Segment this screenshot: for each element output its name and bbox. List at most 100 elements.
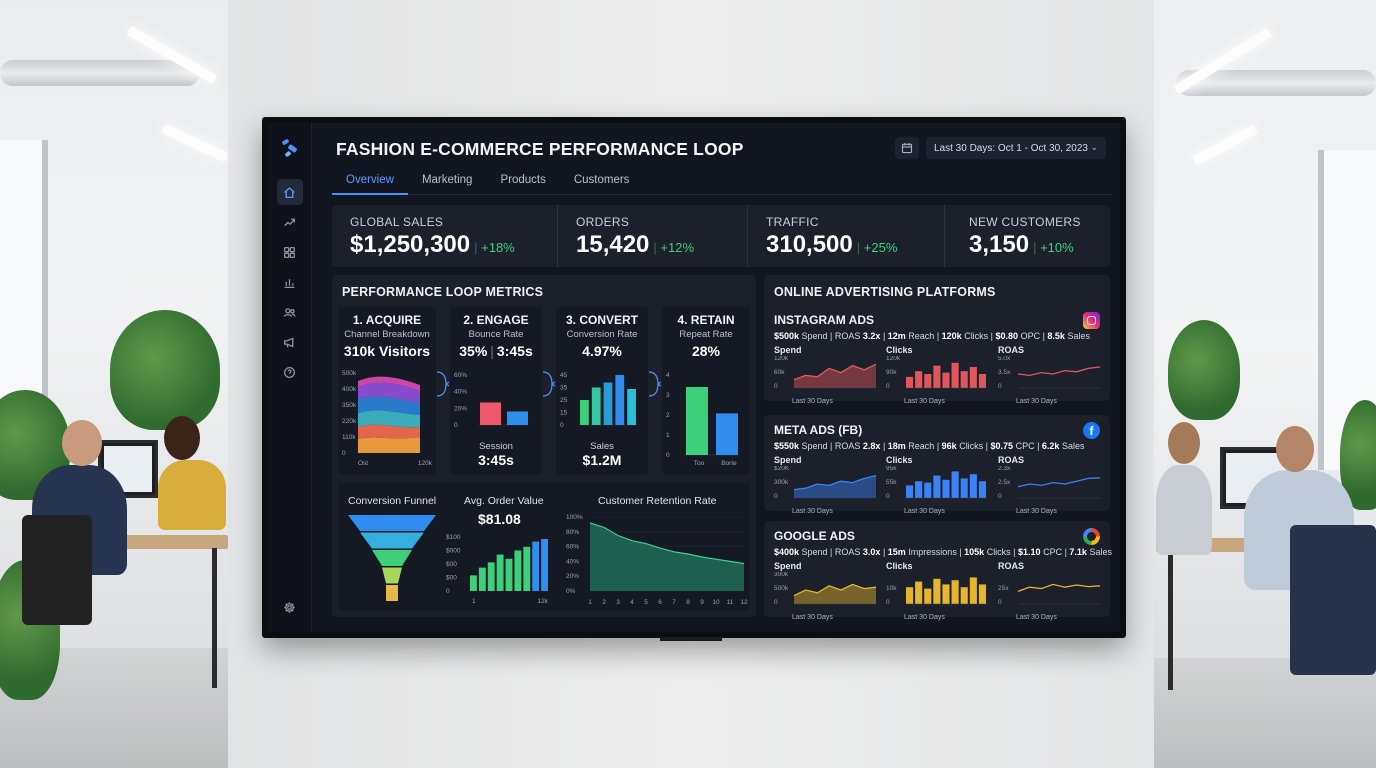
kpi-value: 310,500 +25% bbox=[766, 231, 944, 259]
stage-acquire[interactable]: 1. ACQUIRE Channel Breakdown 310k Visito… bbox=[338, 307, 436, 475]
panel-title: ONLINE ADVERTISING PLATFORMS bbox=[774, 285, 996, 299]
stage-title: 4. RETAIN bbox=[677, 313, 735, 327]
ad-platform-name: META ADS (FB) bbox=[774, 423, 863, 437]
ad-card-instagram[interactable]: INSTAGRAM ADS $500k Spend | ROAS 3.2x | 1… bbox=[764, 301, 1110, 405]
loop-arrow-icon bbox=[436, 370, 450, 398]
y-tick-label: 40% bbox=[566, 558, 579, 565]
nav-modules[interactable] bbox=[277, 239, 303, 265]
y-tick-label: 0 bbox=[454, 422, 458, 429]
y-tick-label: 500k bbox=[774, 585, 789, 592]
nav-customers[interactable] bbox=[277, 299, 303, 325]
metric-label: Spend bbox=[774, 345, 802, 355]
chair bbox=[1290, 525, 1376, 675]
kpi-change: +10% bbox=[1033, 240, 1074, 255]
calendar-button[interactable] bbox=[895, 137, 919, 159]
person-head bbox=[62, 420, 102, 466]
y-tick-label: 0% bbox=[566, 588, 576, 595]
metric-period: Last 30 Days bbox=[792, 398, 833, 405]
stat-label: Spend | ROAS bbox=[799, 331, 863, 341]
metric-clicks[interactable]: Clicks 10k 0 Last 30 Days bbox=[886, 561, 994, 621]
metric-clicks[interactable]: Clicks 120k 90k 0 Last 30 Days bbox=[886, 345, 994, 405]
y-tick-label: 100% bbox=[566, 514, 583, 521]
y-tick-label: $00 bbox=[446, 561, 457, 568]
calendar-icon bbox=[901, 143, 913, 154]
google-icon[interactable] bbox=[1083, 528, 1100, 545]
metric-line bbox=[1017, 477, 1101, 488]
x-tick-label: 10 bbox=[712, 599, 720, 606]
nav-home[interactable] bbox=[276, 179, 303, 205]
ad-card-facebook[interactable]: META ADS (FB) $550k Spend | ROAS 2.8x | 1… bbox=[764, 415, 1110, 515]
person bbox=[158, 460, 226, 530]
plant bbox=[1168, 320, 1240, 420]
kpi-orders: ORDERS 15,420+12% bbox=[558, 205, 748, 267]
nav-trends[interactable] bbox=[277, 209, 303, 235]
metric-sparkline: 2.3x 2.5x 0 bbox=[998, 466, 1101, 500]
metric-roas[interactable]: ROAS 5.0x 3.5x 0 Last 30 Days bbox=[998, 345, 1106, 405]
y-tick-label: 0 bbox=[998, 493, 1002, 500]
tab-products[interactable]: Products bbox=[500, 174, 546, 186]
metric-spend[interactable]: Spend 120k 60k 0 Last 30 Days bbox=[774, 345, 882, 405]
nav-settings[interactable] bbox=[277, 594, 303, 620]
y-tick-label: 120k bbox=[886, 356, 901, 362]
stat-label: Spend | ROAS bbox=[799, 547, 863, 557]
metric-sparkline: 5.0x 3.5x 0 bbox=[998, 356, 1101, 390]
facebook-icon[interactable]: f bbox=[1083, 422, 1100, 439]
channel-area-3 bbox=[358, 410, 420, 428]
stage-subtitle: Conversion Rate bbox=[566, 329, 638, 340]
date-range-select[interactable]: Last 30 Days: Oct 1 - Oct 30, 2023 ⌄ bbox=[926, 137, 1106, 159]
x-tick-label: 12 bbox=[740, 599, 748, 606]
metric-bar bbox=[915, 371, 923, 388]
stat-label: CPC | bbox=[1013, 441, 1042, 451]
value-separator: | bbox=[490, 343, 494, 359]
metric-spend[interactable]: Spend 300k 500k 0 Last 30 Days bbox=[774, 561, 882, 621]
stat-label: OPC | bbox=[1018, 331, 1048, 341]
air-duct-left bbox=[0, 60, 200, 86]
instagram-icon[interactable] bbox=[1083, 312, 1100, 329]
stage-retain[interactable]: 4. RETAIN Repeat Rate 28% 4 3 2 1 0 Too Borte bbox=[662, 307, 750, 475]
y-tick-label: 95k bbox=[886, 466, 897, 472]
kpi-change: +25% bbox=[857, 240, 898, 255]
stat-value: $400k bbox=[774, 547, 800, 557]
metric-bar bbox=[942, 372, 950, 388]
y-tick-label: $00 bbox=[446, 575, 457, 582]
aov-bar bbox=[532, 541, 540, 591]
stage-value: 310k Visitors bbox=[343, 343, 431, 359]
y-tick-label: 0 bbox=[886, 383, 890, 390]
conversion-funnel-chart bbox=[348, 515, 436, 601]
kpi-bar: GLOBAL SALES $1,250,300+18% ORDERS 15,42… bbox=[332, 205, 1110, 267]
aov-title: Avg. Order Value bbox=[464, 495, 544, 507]
tab-overview[interactable]: Overview bbox=[332, 171, 408, 195]
ad-platform-stats: $550k Spend | ROAS 2.8x | 18m Reach | 96… bbox=[774, 441, 1084, 451]
floor-right bbox=[1154, 658, 1376, 768]
metric-sparkline: 120k 90k 0 bbox=[886, 356, 988, 390]
metric-label: Clicks bbox=[886, 455, 913, 465]
stat-label: Reach | bbox=[905, 331, 942, 341]
sales-label: Sales bbox=[590, 441, 614, 452]
ad-card-google[interactable]: GOOGLE ADS $400k Spend | ROAS 3.0x | 15m … bbox=[764, 521, 1112, 621]
stage-convert[interactable]: 3. CONVERT Conversion Rate 4.97% 45 35 25 1… bbox=[556, 307, 648, 475]
y-tick-label: 0 bbox=[998, 383, 1002, 390]
stat-label: | bbox=[880, 331, 888, 341]
channel-area-6 bbox=[358, 376, 420, 391]
nav-campaigns[interactable] bbox=[277, 329, 303, 355]
desk-leg bbox=[1168, 550, 1173, 690]
stage-engage[interactable]: 2. ENGAGE Bounce Rate 35% | 3:45s 60% 40% 20… bbox=[450, 307, 542, 475]
channel-breakdown-chart: 500k 400k 350k 220k 110k 0 Ost 120k bbox=[342, 370, 433, 467]
person-head bbox=[1168, 422, 1200, 464]
chart-bar bbox=[480, 402, 501, 425]
metric-bar bbox=[951, 471, 959, 498]
metric-roas[interactable]: ROAS 2.3x 2.5x 0 Last 30 Days bbox=[998, 455, 1106, 515]
y-tick-label: 0 bbox=[774, 383, 778, 390]
tab-customers[interactable]: Customers bbox=[573, 174, 630, 186]
y-tick-label: 25x bbox=[998, 585, 1009, 592]
stat-label: Spend | ROAS bbox=[799, 441, 863, 451]
metric-spend[interactable]: Spend $20K 300k 0 Last 30 Days bbox=[774, 455, 882, 515]
metric-label: ROAS bbox=[998, 455, 1025, 465]
tab-marketing[interactable]: Marketing bbox=[421, 174, 473, 186]
x-tick-label: 1 bbox=[472, 598, 476, 605]
y-tick-label: 0 bbox=[560, 422, 564, 429]
metric-roas[interactable]: ROAS 25x 0 Last 30 Days bbox=[998, 561, 1106, 621]
nav-help[interactable] bbox=[277, 359, 303, 385]
metric-clicks[interactable]: Clicks 95k 55k 0 Last 30 Days bbox=[886, 455, 994, 515]
nav-reports[interactable] bbox=[277, 269, 303, 295]
